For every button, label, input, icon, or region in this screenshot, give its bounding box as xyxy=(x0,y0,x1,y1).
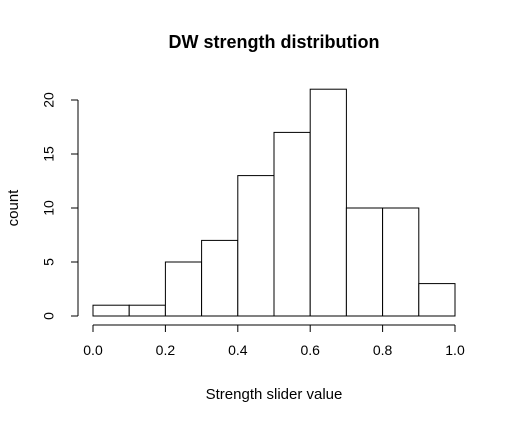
histogram-bar xyxy=(128,304,166,317)
x-axis: 0.0 0.2 0.4 0.6 0.8 1.0 xyxy=(83,324,465,358)
x-tick-label: 0.6 xyxy=(300,342,320,358)
y-tick-label: 0 xyxy=(41,312,57,320)
histogram-bar xyxy=(418,283,456,317)
chart-title: DW strength distribution xyxy=(169,32,380,52)
histogram-bar xyxy=(92,304,130,317)
histogram-bar xyxy=(164,261,203,317)
y-tick-label: 20 xyxy=(41,92,57,108)
histogram-bar xyxy=(382,207,420,317)
y-axis: 0 5 10 15 20 xyxy=(41,92,79,320)
histogram-bar xyxy=(345,207,384,317)
histogram-bar xyxy=(273,131,311,317)
bars-group xyxy=(92,88,456,317)
x-tick-label: 0.0 xyxy=(83,342,103,358)
x-tick-label: 0.4 xyxy=(228,342,248,358)
histogram-bar xyxy=(237,175,275,317)
x-tick-label: 1.0 xyxy=(445,342,465,358)
x-axis-label: Strength slider value xyxy=(206,386,343,403)
x-tick-label: 0.8 xyxy=(373,342,393,358)
histogram-bar xyxy=(309,88,347,317)
x-tick-label: 0.2 xyxy=(156,342,176,358)
y-tick-label: 5 xyxy=(41,258,57,266)
histogram-bar xyxy=(201,239,239,317)
y-tick-label: 10 xyxy=(41,200,57,216)
y-axis-label: count xyxy=(5,189,22,227)
y-tick-label: 15 xyxy=(41,146,57,162)
